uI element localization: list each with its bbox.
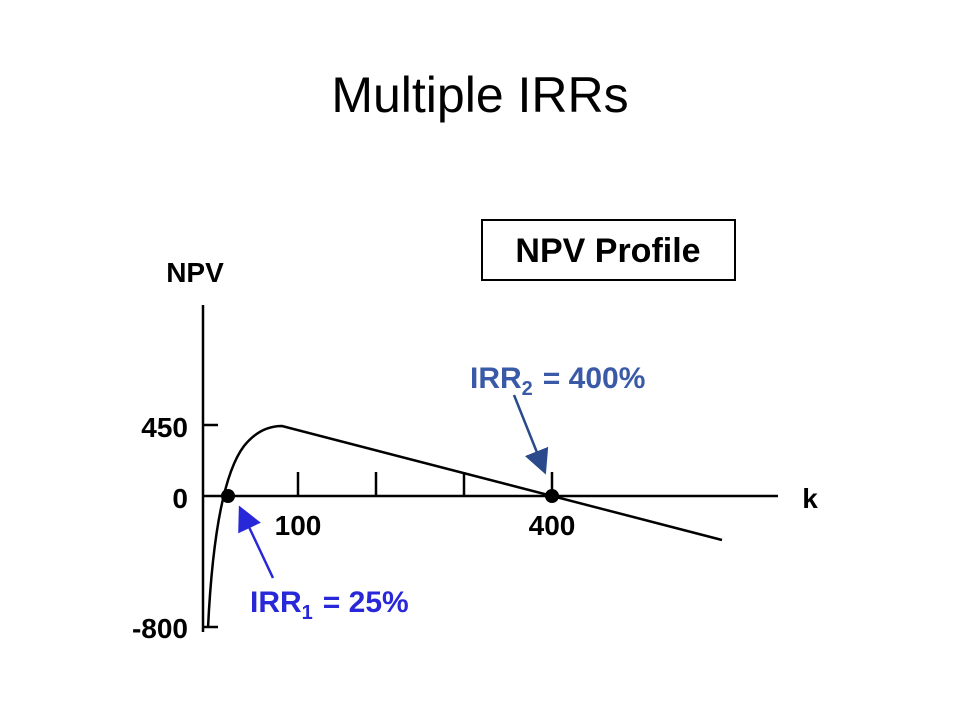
irr-point (545, 489, 559, 503)
npv-curve (206, 424, 723, 629)
annotation-rest: = 25% (323, 586, 409, 619)
y-axis-label: NPV (166, 257, 224, 288)
annotation-text: IRR (250, 586, 302, 619)
x-tick-label: 100 (275, 510, 322, 541)
y-tick-label: 0 (172, 483, 188, 514)
y-tick-label: 450 (141, 412, 188, 443)
x-axis-label: k (802, 483, 818, 514)
profile-label: NPV Profile (515, 232, 700, 270)
arrow (238, 505, 275, 579)
y-tick-label: -800 (132, 613, 188, 644)
profile-box (481, 219, 736, 281)
arrow (512, 394, 549, 475)
irr1-annotation: IRR1 = 25% (250, 586, 409, 624)
annotation-text: IRR (470, 362, 522, 395)
x-tick-label: 400 (529, 510, 576, 541)
annotation-subscript: 2 (522, 378, 533, 400)
annotation-subscript: 1 (302, 602, 313, 624)
slide-title: Multiple IRRs (331, 67, 628, 123)
annotation-rest: = 400% (543, 362, 646, 395)
irr2-annotation: IRR2 = 400% (470, 362, 645, 400)
irr-point (221, 489, 235, 503)
